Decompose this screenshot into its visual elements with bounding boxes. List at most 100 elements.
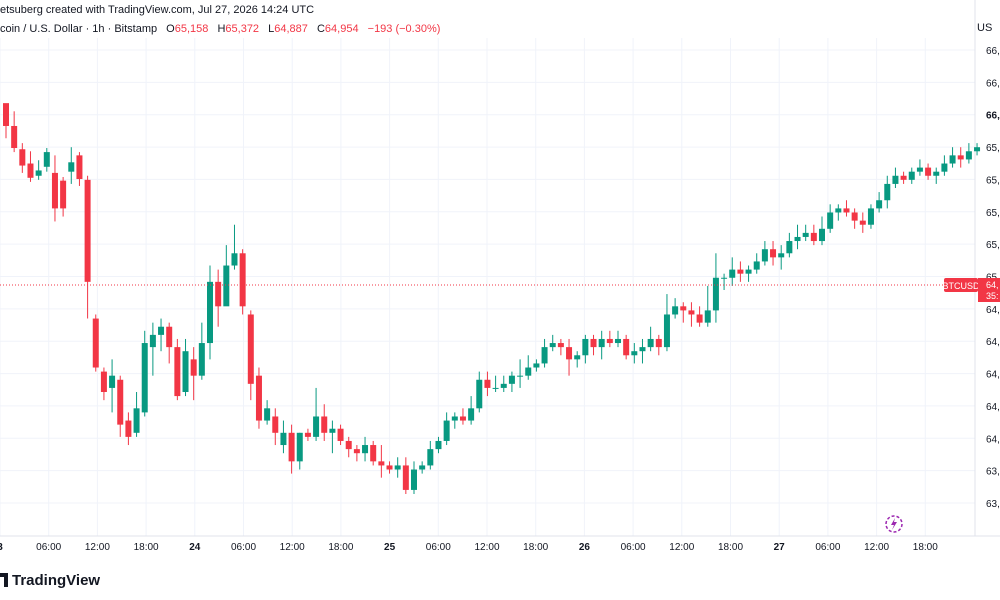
candle-body — [590, 338, 597, 348]
candle-body — [149, 334, 156, 348]
x-tick-label: 18:00 — [134, 542, 159, 553]
candle-body — [223, 265, 230, 307]
x-tick-label: 18:00 — [523, 542, 548, 553]
candle-body — [419, 465, 426, 470]
candle-body — [411, 469, 417, 490]
candle-body — [688, 310, 695, 315]
candle-body — [615, 338, 621, 344]
candle-body — [141, 343, 148, 413]
candle-body — [949, 155, 956, 164]
candle-body — [908, 171, 915, 180]
bar-countdown: 35: — [986, 291, 999, 301]
candle-body — [296, 432, 303, 462]
candle-body — [663, 314, 670, 348]
y-tick-label: 66, — [986, 111, 1000, 122]
x-tick-label: 12:00 — [85, 542, 110, 553]
y-tick-label: 64, — [986, 402, 1000, 413]
candle-body — [598, 338, 605, 348]
candle-body — [721, 277, 728, 279]
candle-body — [965, 151, 972, 160]
candle-body — [19, 149, 26, 166]
candle-body — [158, 326, 165, 335]
x-tick-label: 18:00 — [328, 542, 353, 553]
candle-body — [345, 440, 352, 450]
candle-body — [884, 183, 891, 201]
y-tick-label: 64, — [986, 370, 1000, 381]
candle-body — [288, 432, 295, 462]
candle-body — [639, 347, 646, 352]
candle-body — [166, 326, 173, 348]
y-tick-label: 64, — [986, 434, 1000, 445]
candle-body — [843, 208, 850, 213]
candle-body — [231, 253, 238, 266]
candle-body — [427, 449, 434, 466]
candle-body — [916, 167, 923, 172]
candle-body — [810, 232, 817, 242]
lightning-badge-icon[interactable] — [885, 515, 903, 533]
tradingview-logo-icon — [0, 573, 8, 587]
candle-body — [247, 314, 254, 384]
candle-body — [737, 269, 744, 274]
x-tick-label: 06:00 — [426, 542, 451, 553]
candle-body — [280, 432, 287, 446]
candle-body — [704, 310, 711, 323]
candle-body — [174, 347, 181, 397]
change-value: −193 (−0.30%) — [367, 23, 441, 35]
candle-body — [353, 449, 360, 454]
y-tick-label: 66, — [986, 78, 1000, 89]
y-tick-label: 66, — [986, 46, 1000, 57]
candle-body — [264, 408, 271, 421]
candle-body — [60, 180, 67, 209]
candle-body — [859, 220, 866, 225]
low-label: L — [268, 23, 275, 35]
candle-body — [867, 208, 874, 225]
candle-body — [92, 318, 99, 368]
candle-body — [835, 208, 842, 213]
tradingview-logo[interactable]: TradingView — [0, 568, 100, 592]
y-tick-label: 64, — [986, 337, 1000, 348]
candle-body — [712, 277, 719, 311]
candle-body — [255, 375, 262, 421]
x-tick-label: 26 — [579, 542, 591, 553]
candle-body — [378, 461, 385, 466]
candle-body — [394, 465, 401, 470]
high-label: H — [217, 23, 226, 35]
candle-body — [484, 379, 491, 388]
candle-body — [125, 420, 132, 437]
x-tick-label: 27 — [774, 542, 786, 553]
y-tick-label: 65, — [986, 143, 1000, 154]
candle-body — [745, 269, 752, 274]
candle-body — [582, 338, 589, 356]
candle-body — [337, 428, 344, 441]
candle-body — [541, 347, 548, 364]
candle-body — [84, 179, 91, 282]
candle-body — [900, 175, 907, 180]
candle-body — [43, 152, 50, 167]
x-tick-label: 18:00 — [913, 542, 938, 553]
candle-body — [786, 241, 793, 254]
candle-body — [207, 281, 213, 344]
candle-body — [517, 375, 524, 377]
brand-name: TradingView — [12, 571, 101, 589]
low-value: 64,887 — [274, 23, 308, 35]
x-tick-label: 12:00 — [864, 542, 889, 553]
candle-body — [631, 351, 638, 356]
candle-body — [761, 249, 768, 262]
candle-body — [435, 440, 442, 450]
candle-body — [51, 172, 58, 209]
candle-body — [190, 359, 197, 376]
currency-unit-label[interactable]: US — [977, 22, 993, 34]
candle-body — [778, 253, 785, 258]
y-tick-label: 65, — [986, 175, 1000, 186]
candle-body — [647, 338, 654, 348]
candle-body — [533, 363, 540, 368]
candle-body — [557, 343, 564, 348]
candle-body — [11, 125, 18, 149]
close-value: 64,954 — [324, 23, 359, 35]
symbol-description: coin / U.S. Dollar · 1h · Bitstamp — [0, 23, 158, 35]
x-tick-label: 3 — [0, 542, 3, 553]
symbol-tag — [944, 278, 978, 292]
candle-body — [321, 416, 328, 433]
candle-body — [402, 465, 409, 490]
